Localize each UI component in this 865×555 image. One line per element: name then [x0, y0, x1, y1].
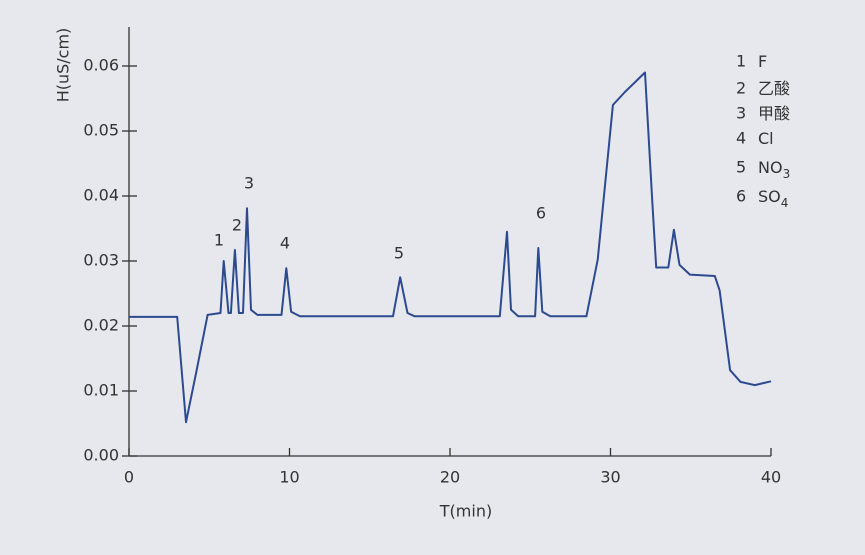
y-tick-label: 0.01 — [83, 381, 119, 400]
legend-label: NO3 — [758, 158, 790, 181]
legend-label: 甲酸 — [758, 104, 790, 123]
x-axis-label: T(min) — [439, 502, 492, 521]
legend-label-sub: 4 — [781, 196, 789, 210]
legend-label: 乙酸 — [758, 79, 790, 98]
y-tick-label: 0.04 — [83, 186, 119, 205]
legend-number: 4 — [736, 129, 746, 148]
legend-number: 1 — [736, 52, 746, 71]
y-tick-label: 0.05 — [83, 121, 119, 140]
peak-label: 6 — [536, 204, 546, 223]
signal-line — [129, 71, 772, 424]
legend-label-text: SO — [758, 187, 781, 206]
legend-label-text: Cl — [758, 129, 774, 148]
legend-label: F — [758, 52, 767, 71]
legend-number: 6 — [736, 187, 746, 206]
peak-label: 1 — [214, 231, 224, 250]
legend-label: SO4 — [758, 187, 788, 210]
peak-label: 2 — [232, 216, 242, 235]
x-tick-label: 30 — [600, 468, 620, 487]
y-tick-label: 0.02 — [83, 316, 119, 335]
y-tick-label: 0.06 — [83, 56, 119, 75]
legend-label-text: 乙酸 — [758, 79, 790, 98]
y-tick-label: 0.00 — [83, 446, 119, 465]
peak-label: 3 — [244, 174, 254, 193]
x-tick-label: 10 — [279, 468, 299, 487]
legend-number: 2 — [736, 79, 746, 98]
legend-number: 5 — [736, 158, 746, 177]
legend-label-text: NO — [758, 158, 783, 177]
legend-label-text: F — [758, 52, 767, 71]
x-tick-label: 0 — [124, 468, 134, 487]
peak-label: 5 — [394, 244, 404, 263]
legend-number: 3 — [736, 104, 746, 123]
legend-label-text: 甲酸 — [758, 104, 790, 123]
x-tick-label: 40 — [761, 468, 781, 487]
y-axis-label: H(uS/cm) — [54, 28, 73, 103]
legend-label: Cl — [758, 129, 774, 148]
legend-label-sub: 3 — [783, 167, 791, 181]
x-tick-label: 20 — [440, 468, 460, 487]
peak-label: 4 — [280, 234, 290, 253]
y-tick-label: 0.03 — [83, 251, 119, 270]
